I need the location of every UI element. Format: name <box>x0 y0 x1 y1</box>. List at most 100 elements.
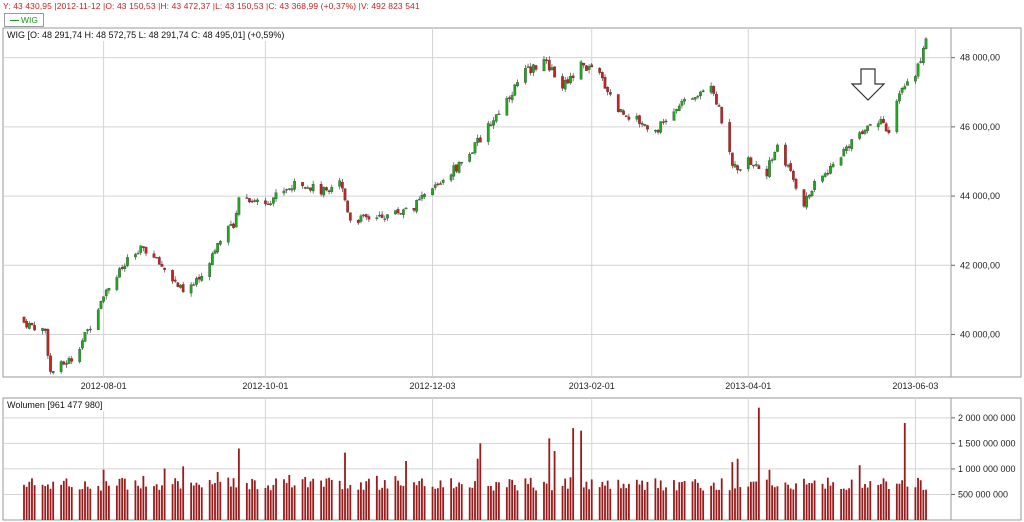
volume-bar <box>747 486 750 520</box>
axis-labels: 48 000,00 46 000,00 44 000,00 42 000,00 40 0… <box>81 53 1016 500</box>
volume-bar <box>285 483 288 520</box>
volume-bar <box>362 489 365 520</box>
volume-tick-label: 500 000 000 <box>958 489 1008 499</box>
candle-down <box>508 97 511 99</box>
volume-bar <box>906 486 909 520</box>
volume-bar <box>922 489 925 520</box>
candle-down <box>784 144 787 166</box>
volume-bar <box>771 485 774 520</box>
volume-bar <box>322 486 325 520</box>
volume-bar <box>405 461 407 520</box>
candle-up <box>96 309 100 330</box>
candle-up <box>587 66 591 70</box>
candle-up <box>924 38 928 49</box>
candle-up <box>675 109 678 112</box>
volume-bar <box>543 481 545 520</box>
candle-up <box>659 121 663 133</box>
volume-bar <box>551 490 553 520</box>
candle-up <box>272 197 275 204</box>
candle-up <box>229 224 233 226</box>
volume-bar <box>609 488 612 520</box>
candle-up <box>805 195 808 208</box>
candle-down <box>152 253 156 258</box>
candle-up <box>850 139 854 149</box>
candle-up <box>709 85 713 93</box>
volume-bar <box>882 478 885 520</box>
candle-up <box>375 217 379 219</box>
volume-bar <box>813 480 816 520</box>
volume-bar <box>423 486 426 520</box>
candle-up <box>866 125 869 132</box>
volume-bar <box>344 452 346 520</box>
down-arrow-icon[interactable] <box>850 68 886 101</box>
volume-bar <box>399 485 402 520</box>
volume-bar <box>572 428 575 520</box>
volume-bar <box>784 482 787 520</box>
candle-up <box>86 329 90 332</box>
candle-up <box>476 138 480 143</box>
candle-up <box>752 164 755 167</box>
volume-bar <box>625 488 628 520</box>
volume-bar <box>728 490 731 520</box>
candle-down <box>327 190 331 192</box>
volume-bar <box>23 484 25 520</box>
candle-down <box>248 198 251 203</box>
candle-up <box>569 75 572 84</box>
volume-bar <box>479 443 482 520</box>
volume-bar <box>248 489 251 520</box>
volume-bar <box>442 487 445 520</box>
candle-up <box>216 242 220 253</box>
candle-down <box>749 157 753 165</box>
candle-up <box>579 61 583 80</box>
candle-up <box>441 179 445 183</box>
candle-down <box>662 121 665 123</box>
candle-up <box>693 97 697 100</box>
volume-bar <box>100 490 102 520</box>
candle-down <box>70 358 74 362</box>
volume-bar <box>84 481 86 520</box>
candle-up <box>470 152 474 154</box>
candle-up <box>311 183 315 192</box>
candle-down <box>173 279 177 282</box>
volume-bar <box>232 478 235 520</box>
candle-up <box>858 132 862 139</box>
volume-bar <box>62 480 65 520</box>
candle-up <box>195 278 198 285</box>
volume-bar <box>569 477 572 520</box>
volume-bar <box>397 480 399 520</box>
candle-up <box>402 209 405 215</box>
volume-bar <box>230 486 232 520</box>
volume-bar <box>134 480 137 520</box>
volume-bar <box>375 475 378 520</box>
volume-bars <box>23 407 927 520</box>
candle-down <box>341 181 344 189</box>
volume-bar <box>346 488 349 520</box>
volume-bar <box>527 483 529 520</box>
volume-bar <box>402 485 405 520</box>
volume-bar <box>529 477 532 520</box>
candle-down <box>197 276 201 280</box>
volume-bar <box>283 479 285 520</box>
candle-up <box>821 175 824 182</box>
volume-bar <box>840 488 843 520</box>
volume-bar <box>436 488 439 520</box>
volume-bar <box>627 483 630 520</box>
volume-bar <box>532 487 535 520</box>
volume-bar <box>620 488 622 520</box>
volume-bar <box>476 458 479 520</box>
candle-up <box>282 190 286 194</box>
candle-up <box>839 157 843 166</box>
candle-down <box>319 183 323 195</box>
candle-up <box>691 98 694 100</box>
candle-up <box>903 86 907 90</box>
volume-bar <box>683 480 686 520</box>
series-legend-badge[interactable]: WIG <box>4 13 44 27</box>
candle-down <box>346 200 350 213</box>
candle-up <box>770 159 774 161</box>
candle-up <box>510 95 514 101</box>
volume-bar <box>657 488 659 520</box>
volume-bar <box>468 487 471 520</box>
volume-bar <box>383 480 386 520</box>
volume-bar <box>46 484 49 520</box>
